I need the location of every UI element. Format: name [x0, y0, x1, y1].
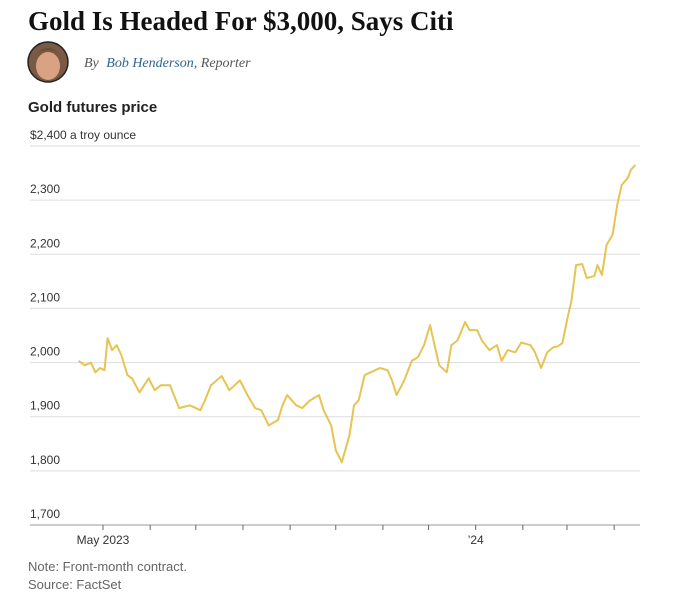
y-tick-label: 2,300: [30, 182, 60, 196]
byline-role: , Reporter: [194, 56, 251, 71]
avatar: [27, 41, 69, 83]
price-line: [78, 164, 637, 464]
byline-prefix: By: [84, 56, 100, 71]
x-tick-label: ’24: [468, 533, 484, 547]
y-tick-label: 1,800: [30, 453, 60, 467]
byline: By Bob Henderson, Reporter: [84, 56, 251, 71]
y-tick-label: 1,900: [30, 399, 60, 413]
headline: Gold Is Headed For $3,000, Says Citi: [28, 6, 454, 36]
x-tick-label: May 2023: [77, 533, 130, 547]
author-link[interactable]: Bob Henderson: [106, 56, 194, 71]
source: Source: FactSet: [28, 577, 122, 592]
y-tick-label: 2,100: [30, 290, 60, 304]
chart-title: Gold futures price: [28, 99, 157, 116]
y-tick-label: 1,700: [30, 507, 60, 521]
y-tick-label: 2,200: [30, 236, 60, 250]
note: Note: Front-month contract.: [28, 559, 187, 574]
y-tick-label: 2,000: [30, 345, 60, 359]
y-tick-label: $2,400 a troy ounce: [30, 128, 136, 142]
